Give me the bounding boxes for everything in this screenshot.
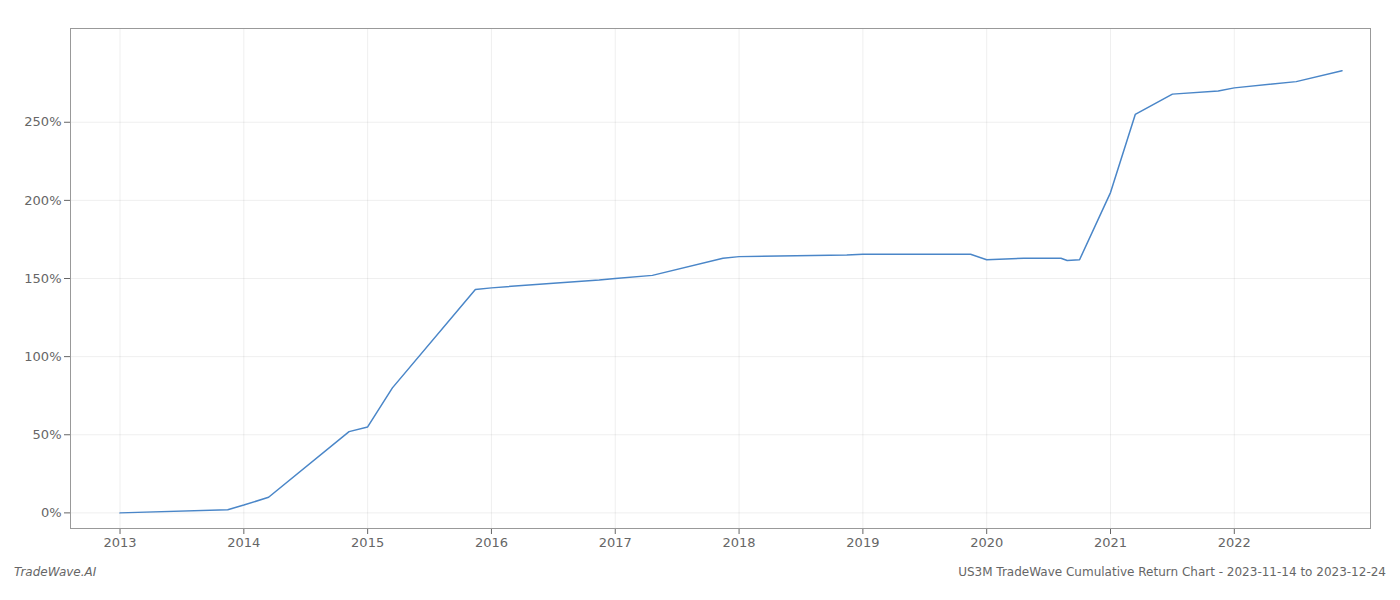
svg-text:2014: 2014 [227, 535, 260, 550]
svg-text:2018: 2018 [723, 535, 756, 550]
html-text:TradeWave.AI: TradeWave.AI [14, 565, 97, 579]
svg-text:200%: 200% [24, 193, 61, 208]
svg-text:2022: 2022 [1218, 535, 1251, 550]
svg-text:50%: 50% [33, 427, 62, 442]
svg-text:2017: 2017 [599, 535, 632, 550]
svg-text:2019: 2019 [846, 535, 879, 550]
svg-text:2015: 2015 [351, 535, 384, 550]
svg-text:150%: 150% [24, 271, 61, 286]
svg-text:100%: 100% [24, 349, 61, 364]
svg-text:2016: 2016 [475, 535, 508, 550]
svg-text:250%: 250% [24, 114, 61, 129]
svg-text:2021: 2021 [1094, 535, 1127, 550]
html-text:US3M TradeWave Cumulative Retu: US3M TradeWave Cumulative Return Chart -… [958, 565, 1386, 579]
svg-text:2020: 2020 [970, 535, 1003, 550]
svg-text:0%: 0% [41, 505, 62, 520]
svg-text:2013: 2013 [103, 535, 136, 550]
